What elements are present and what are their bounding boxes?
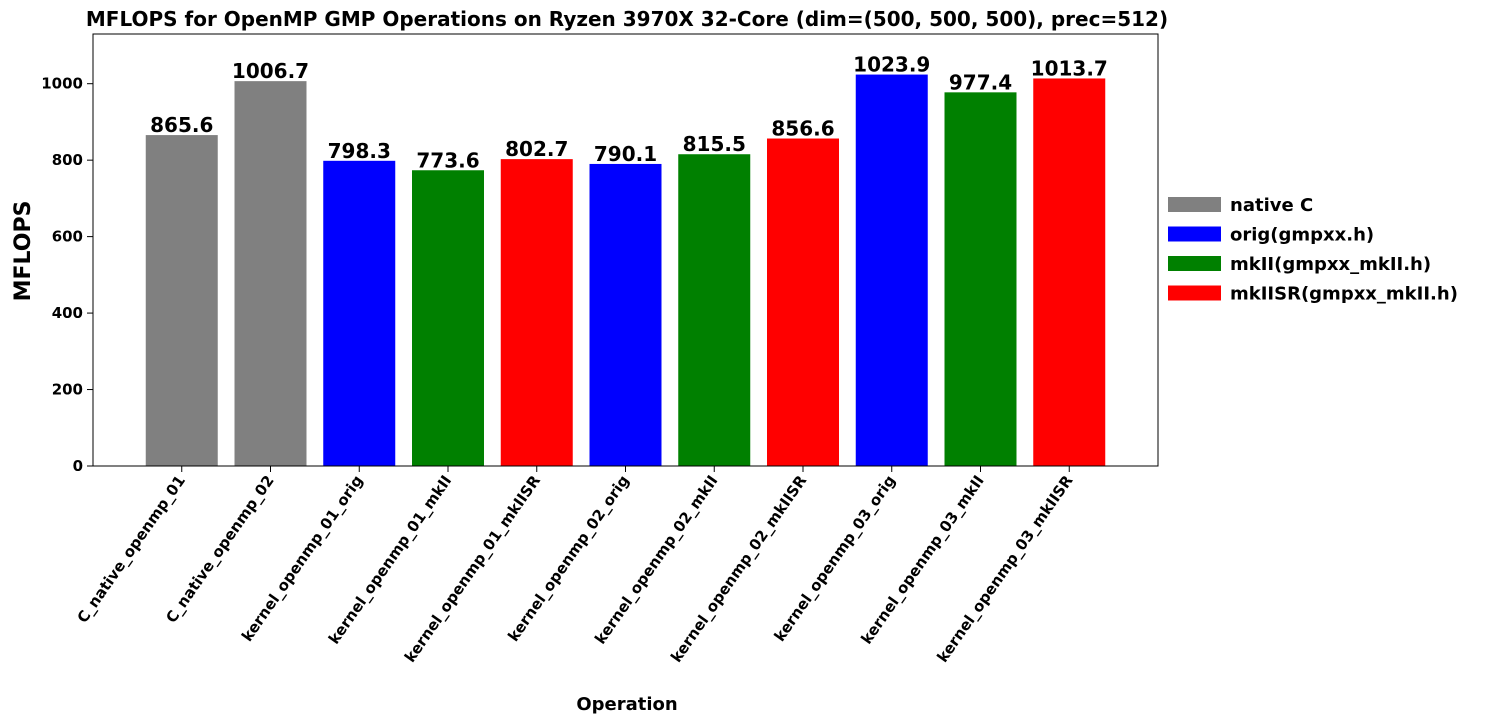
data-label-C_native_openmp_01: 865.6 xyxy=(150,113,213,137)
y-tick-label: 0 xyxy=(73,457,83,475)
data-label-kernel_openmp_01_mkIISR: 802.7 xyxy=(505,137,568,161)
data-label-kernel_openmp_03_mkII: 977.4 xyxy=(949,70,1012,94)
legend-swatch xyxy=(1168,197,1221,212)
bar-kernel_openmp_01_mkIISR xyxy=(501,159,573,466)
data-label-C_native_openmp_02: 1006.7 xyxy=(232,59,309,83)
y-tick-label: 200 xyxy=(52,381,83,399)
bar-kernel_openmp_01_mkII xyxy=(412,170,484,466)
data-label-kernel_openmp_03_mkIISR: 1013.7 xyxy=(1031,56,1108,80)
bar-C_native_openmp_02 xyxy=(235,81,307,466)
bar-kernel_openmp_01_orig xyxy=(323,161,395,466)
bar-kernel_openmp_02_mkIISR xyxy=(767,139,839,466)
legend-swatch xyxy=(1168,227,1221,242)
legend-label: mkIISR(gmpxx_mkII.h) xyxy=(1230,284,1458,305)
data-label-kernel_openmp_01_orig: 798.3 xyxy=(328,139,391,163)
y-axis-label: MFLOPS xyxy=(11,201,36,302)
bar-kernel_openmp_03_mkIISR xyxy=(1033,78,1105,466)
bar-kernel_openmp_03_orig xyxy=(856,75,928,466)
data-label-kernel_openmp_01_mkII: 773.6 xyxy=(416,148,479,172)
data-label-kernel_openmp_02_mkIISR: 856.6 xyxy=(771,117,834,141)
y-tick-label: 600 xyxy=(52,228,83,246)
data-label-kernel_openmp_02_mkII: 815.5 xyxy=(683,132,746,156)
legend-swatch xyxy=(1168,286,1221,301)
bar-kernel_openmp_02_orig xyxy=(590,164,662,466)
legend-label: orig(gmpxx.h) xyxy=(1230,225,1374,246)
bar-kernel_openmp_02_mkII xyxy=(678,154,750,466)
bar-C_native_openmp_01 xyxy=(146,135,218,466)
y-tick-label: 400 xyxy=(52,304,83,322)
legend-label: native C xyxy=(1230,195,1313,216)
y-tick-label: 800 xyxy=(52,151,83,169)
bar-kernel_openmp_03_mkII xyxy=(945,92,1017,466)
x-axis-label: Operation xyxy=(576,694,677,715)
chart-title: MFLOPS for OpenMP GMP Operations on Ryze… xyxy=(86,7,1168,31)
y-tick-label: 1000 xyxy=(41,75,83,93)
data-label-kernel_openmp_02_orig: 790.1 xyxy=(594,142,657,166)
legend: native C orig(gmpxx.h) mkII(gmpxx_mkII.h)m… xyxy=(1168,195,1458,305)
legend-label: mkII(gmpxx_mkII.h) xyxy=(1230,254,1431,275)
plot-area: 865.6C_native_openmp_011006.7C_native_op… xyxy=(41,34,1158,666)
data-label-kernel_openmp_03_orig: 1023.9 xyxy=(853,53,930,77)
legend-swatch xyxy=(1168,256,1221,271)
